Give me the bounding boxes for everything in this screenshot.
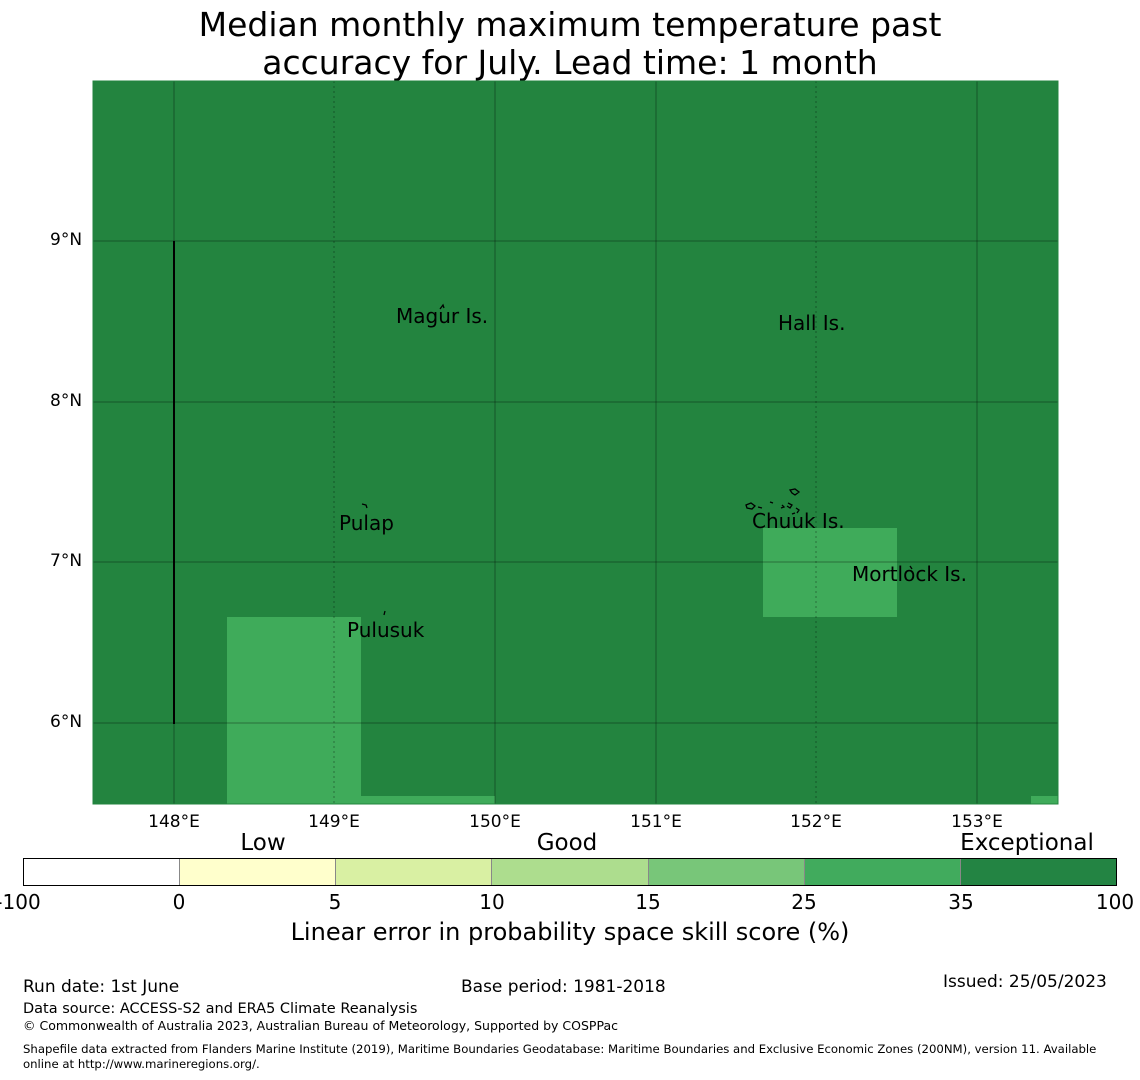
lon-tick-152: 152°E — [790, 812, 842, 832]
chart-title: Median monthly maximum temperature past … — [0, 6, 1140, 82]
colorbar-tick: 35 — [948, 890, 974, 914]
map-frame — [92, 80, 1059, 805]
lon-tick-153: 153°E — [951, 812, 1003, 832]
colorbar — [23, 858, 1117, 886]
lon-tick-151: 151°E — [630, 812, 682, 832]
colorbar-tick: 15 — [635, 890, 661, 914]
island-mortlock — [909, 565, 913, 570]
skill-patch-pulusuk — [227, 617, 361, 804]
place-label-mortlock: Mortlock Is. — [852, 562, 967, 586]
skill-patch-south-strip — [361, 796, 495, 804]
colorbar-segment — [336, 859, 493, 885]
colorbar-tick: 25 — [791, 890, 817, 914]
legend-category-exceptional: Exceptional — [960, 830, 1094, 856]
colorbar-segment — [648, 859, 805, 885]
title-line-1: Median monthly maximum temperature past — [198, 5, 942, 44]
place-label-chuuk: Chuuk Is. — [752, 509, 845, 533]
copyright-notice: © Commonwealth of Australia 2023, Austra… — [23, 1018, 618, 1033]
lat-tick-7: 7°N — [50, 551, 83, 571]
shapefile-credit-line-2: online at http://www.marineregions.org/. — [23, 1057, 260, 1071]
island-chuuk-lagoon — [745, 488, 801, 515]
island-magur — [439, 303, 445, 310]
lon-tick-150: 150°E — [469, 812, 521, 832]
data-source: Data source: ACCESS-S2 and ERA5 Climate … — [23, 1001, 418, 1017]
colorbar-tick: -100 — [0, 890, 41, 914]
place-label-pulap: Pulap — [339, 511, 394, 535]
colorbar-label: Linear error in probability space skill … — [290, 918, 850, 946]
colorbar-tick: 5 — [328, 890, 342, 914]
place-label-magur: Magur Is. — [396, 304, 489, 328]
colorbar-tick: 100 — [1095, 890, 1135, 914]
legend-category-good: Good — [536, 830, 598, 856]
colorbar-segment — [492, 859, 649, 885]
skill-patch-mortlock — [763, 528, 897, 617]
colorbar-tick: 10 — [479, 890, 505, 914]
colorbar-tick: 0 — [172, 890, 186, 914]
island-outlines — [361, 303, 913, 616]
colorbar-segment — [180, 859, 337, 885]
colorbar-segment — [804, 859, 961, 885]
title-line-2: accuracy for July. Lead time: 1 month — [262, 43, 878, 82]
run-date: Run date: 1st June — [23, 977, 180, 997]
lon-tick-148: 148°E — [148, 812, 200, 832]
lat-tick-9: 9°N — [50, 230, 83, 250]
issued-date: Issued: 25/05/2023 — [943, 972, 1107, 992]
shapefile-credit-line-1: Shapefile data extracted from Flanders M… — [23, 1042, 1097, 1056]
place-label-hall: Hall Is. — [778, 311, 846, 335]
lat-tick-8: 8°N — [50, 391, 83, 411]
place-label-pulusuk: Pulusuk — [347, 618, 425, 642]
base-period: Base period: 1981-2018 — [461, 977, 666, 997]
skill-patch-southeast — [1031, 796, 1058, 804]
colorbar-segment — [960, 859, 1116, 885]
lon-tick-149: 149°E — [308, 812, 360, 832]
island-pulap — [361, 503, 368, 509]
island-pulusuk — [383, 610, 386, 616]
colorbar-segment — [24, 859, 181, 885]
lat-tick-6: 6°N — [50, 712, 83, 732]
legend-category-low: Low — [240, 830, 286, 856]
